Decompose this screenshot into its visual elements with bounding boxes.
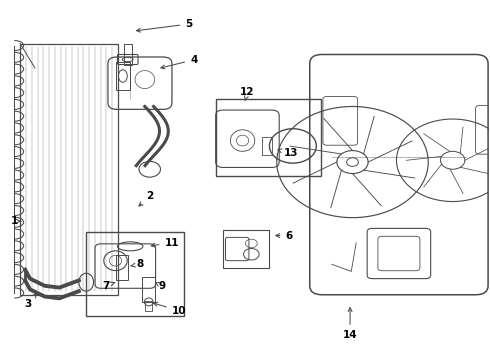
- Text: 14: 14: [343, 308, 357, 340]
- Text: 12: 12: [240, 87, 255, 100]
- Text: 10: 10: [153, 302, 186, 316]
- Text: 3: 3: [24, 294, 37, 309]
- Text: 5: 5: [137, 19, 193, 32]
- Bar: [262, 137, 272, 155]
- Bar: [216, 99, 321, 176]
- Text: 1: 1: [11, 216, 21, 226]
- Bar: [124, 44, 132, 65]
- Text: 6: 6: [276, 231, 293, 240]
- Text: 9: 9: [155, 281, 166, 291]
- Bar: [223, 230, 270, 268]
- Bar: [86, 232, 184, 316]
- Bar: [116, 62, 130, 90]
- Bar: [143, 277, 155, 302]
- Text: 13: 13: [278, 148, 299, 158]
- Text: 8: 8: [131, 259, 144, 269]
- Bar: [116, 255, 128, 280]
- Bar: [20, 44, 118, 295]
- Text: 7: 7: [102, 281, 115, 291]
- Text: 4: 4: [161, 55, 197, 69]
- Bar: [145, 301, 152, 311]
- Text: 11: 11: [151, 238, 179, 248]
- Text: 2: 2: [139, 191, 153, 206]
